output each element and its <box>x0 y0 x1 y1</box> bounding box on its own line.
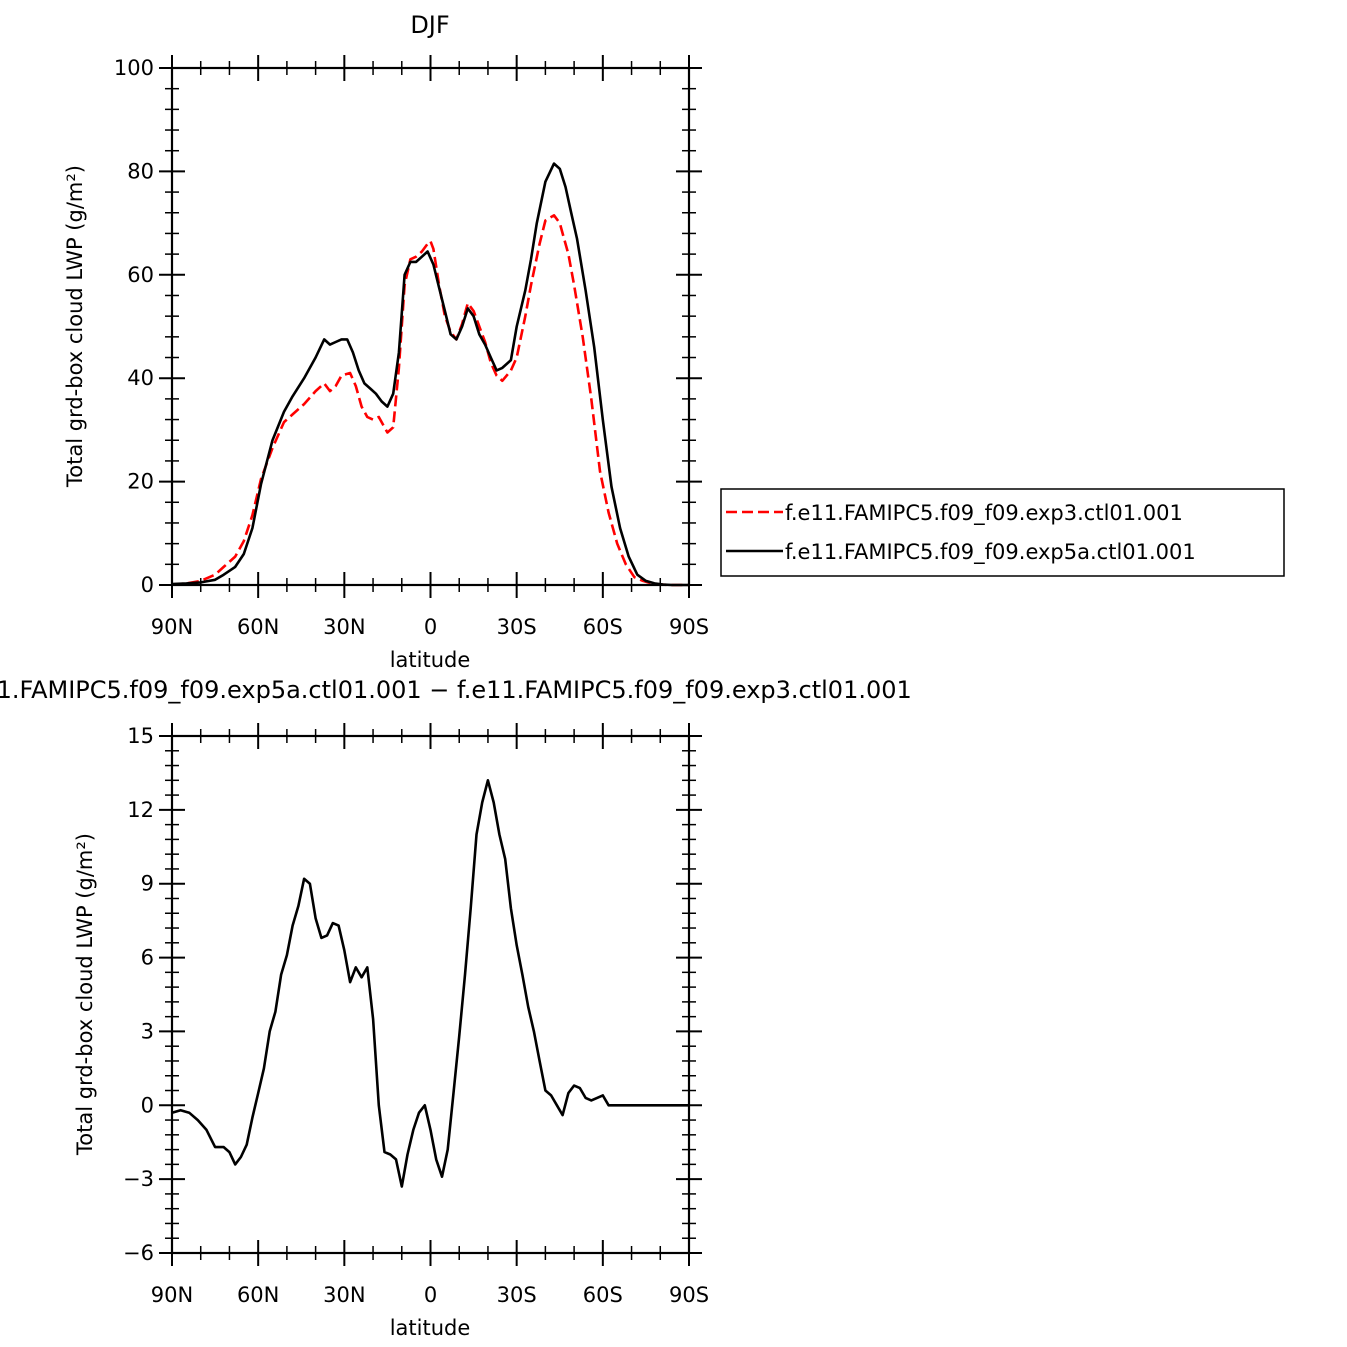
bottom-panel-title: f.e11.FAMIPC5.f09_f09.exp5a.ctl01.001 − … <box>0 676 912 704</box>
y-tick-label: 3 <box>141 1019 154 1043</box>
bottom-ticks <box>159 723 702 1266</box>
series-line-1-0 <box>171 778 689 1188</box>
x-tick-label: 30S <box>497 1283 537 1307</box>
top-y-axis-label: Total grd-box cloud LWP (g/m²) <box>63 165 87 488</box>
x-tick-label: 90S <box>669 615 709 639</box>
bottom-plot-frame <box>170 734 691 1255</box>
x-tick-label: 30N <box>323 615 365 639</box>
y-tick-label: 60 <box>127 263 154 287</box>
x-tick-label: 90N <box>151 615 193 639</box>
x-tick-label: 90N <box>151 1283 193 1307</box>
bottom-x-tick-labels: 90N 60N 30N 0 30S 60S 90S <box>151 1283 709 1307</box>
x-tick-label: 90S <box>669 1283 709 1307</box>
top-ticks <box>159 55 702 598</box>
series-line-0-0 <box>171 214 689 587</box>
bottom-series-layer <box>171 778 689 1188</box>
legend-label-exp3: f.e11.FAMIPC5.f09_f09.exp3.ctl01.001 <box>785 501 1183 526</box>
top-plot-frame <box>170 66 691 587</box>
y-tick-label: 9 <box>141 872 154 896</box>
x-tick-label: 0 <box>424 615 437 639</box>
series-line-0-1 <box>171 162 689 587</box>
legend: f.e11.FAMIPC5.f09_f09.exp3.ctl01.001 f.e… <box>720 488 1285 577</box>
x-tick-label: 60N <box>237 615 279 639</box>
bottom-x-axis-label: latitude <box>390 1316 471 1340</box>
y-tick-label: 80 <box>127 159 154 183</box>
top-panel-title: DJF <box>410 11 449 39</box>
top-y-tick-labels: 0 20 40 60 80 100 <box>114 56 154 597</box>
top-x-tick-labels: 90N 60N 30N 0 30S 60S 90S <box>151 615 709 639</box>
y-tick-label: 100 <box>114 56 154 80</box>
top-x-axis-label: latitude <box>390 648 471 672</box>
bottom-y-axis-label: Total grd-box cloud LWP (g/m²) <box>73 833 97 1156</box>
y-tick-label: 12 <box>127 798 154 822</box>
top-series-layer <box>171 162 689 587</box>
y-tick-label: 40 <box>127 366 154 390</box>
y-tick-label: 0 <box>141 573 154 597</box>
y-tick-label: −6 <box>123 1241 154 1265</box>
y-tick-label: −3 <box>123 1167 154 1191</box>
bottom-panel: f.e11.FAMIPC5.f09_f09.exp5a.ctl01.001 − … <box>0 676 912 1340</box>
x-tick-label: 60S <box>583 615 623 639</box>
y-tick-label: 20 <box>127 470 154 494</box>
y-tick-label: 0 <box>141 1093 154 1117</box>
legend-label-exp5a: f.e11.FAMIPC5.f09_f09.exp5a.ctl01.001 <box>785 540 1196 565</box>
y-tick-label: 6 <box>141 946 154 970</box>
x-tick-label: 30S <box>497 615 537 639</box>
bottom-y-tick-labels: −6 −3 0 3 6 9 12 15 <box>123 724 154 1265</box>
x-tick-label: 0 <box>424 1283 437 1307</box>
x-tick-label: 30N <box>323 1283 365 1307</box>
legend-box <box>720 488 1285 577</box>
top-panel: DJF 0 20 40 60 80 100 90N 60N 30N 0 30S 60S 90S lat… <box>63 11 709 672</box>
x-tick-label: 60S <box>583 1283 623 1307</box>
y-tick-label: 15 <box>127 724 154 748</box>
x-tick-label: 60N <box>237 1283 279 1307</box>
